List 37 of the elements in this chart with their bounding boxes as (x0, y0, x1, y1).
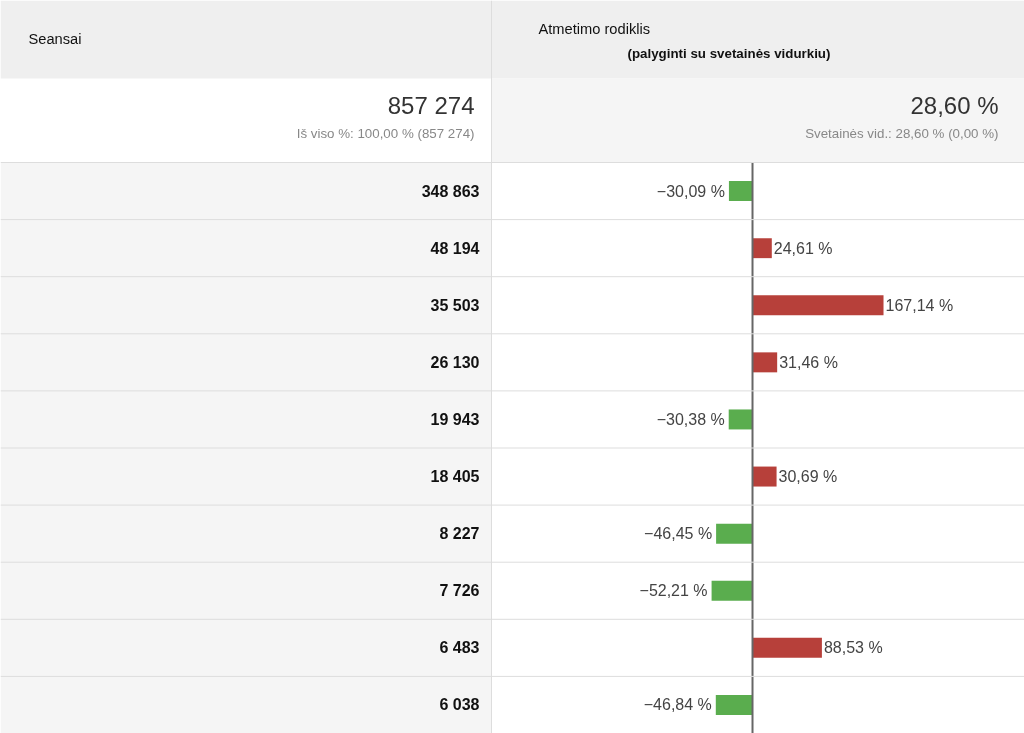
data-label: 88,53 % (823, 639, 883, 657)
data-label: 167,14 % (885, 296, 954, 314)
y-tick-label: 7 726 (439, 582, 480, 600)
bar (752, 295, 884, 316)
data-label: −46,84 % (643, 696, 712, 714)
text: Iš viso %: 100,00 % (857 274) (296, 126, 475, 141)
data-label: −46,45 % (644, 525, 713, 543)
data-label: −52,21 % (639, 582, 708, 600)
y-tick-label: 18 405 (430, 468, 480, 486)
y-tick-label: 35 503 (430, 296, 480, 314)
y-tick-label: 6 038 (439, 696, 480, 714)
data-label: 31,46 % (779, 353, 838, 371)
text: 28,60 % (910, 92, 999, 119)
data-label: 24,61 % (773, 239, 833, 257)
bar (752, 637, 822, 658)
data-label: −30,38 % (656, 410, 725, 428)
bar (752, 466, 777, 487)
y-tick-label: 19 943 (430, 410, 480, 428)
bar (728, 181, 753, 202)
y-tick-label: 48 194 (430, 239, 480, 257)
chart-title: Atmetimo rodiklis (538, 20, 651, 37)
text: Seansai (28, 30, 82, 47)
y-tick-label: 8 227 (439, 525, 480, 543)
text: Svetainės vid.: 28,60 % (0,00 %) (805, 126, 999, 141)
bar (716, 523, 753, 544)
data-label: −30,09 % (656, 182, 725, 200)
bar (752, 352, 778, 373)
y-tick-label: 348 863 (421, 182, 480, 200)
text: 857 274 (387, 92, 475, 119)
y-tick-label: 6 483 (439, 639, 480, 657)
bar (715, 694, 753, 715)
data-label: 30,69 % (778, 468, 838, 486)
bar (752, 238, 772, 259)
y-tick-label: 26 130 (430, 353, 480, 371)
bar (711, 580, 753, 601)
bar (728, 409, 753, 430)
chart-subtitle: (palyginti su svetainės vidurkiu) (627, 46, 831, 61)
